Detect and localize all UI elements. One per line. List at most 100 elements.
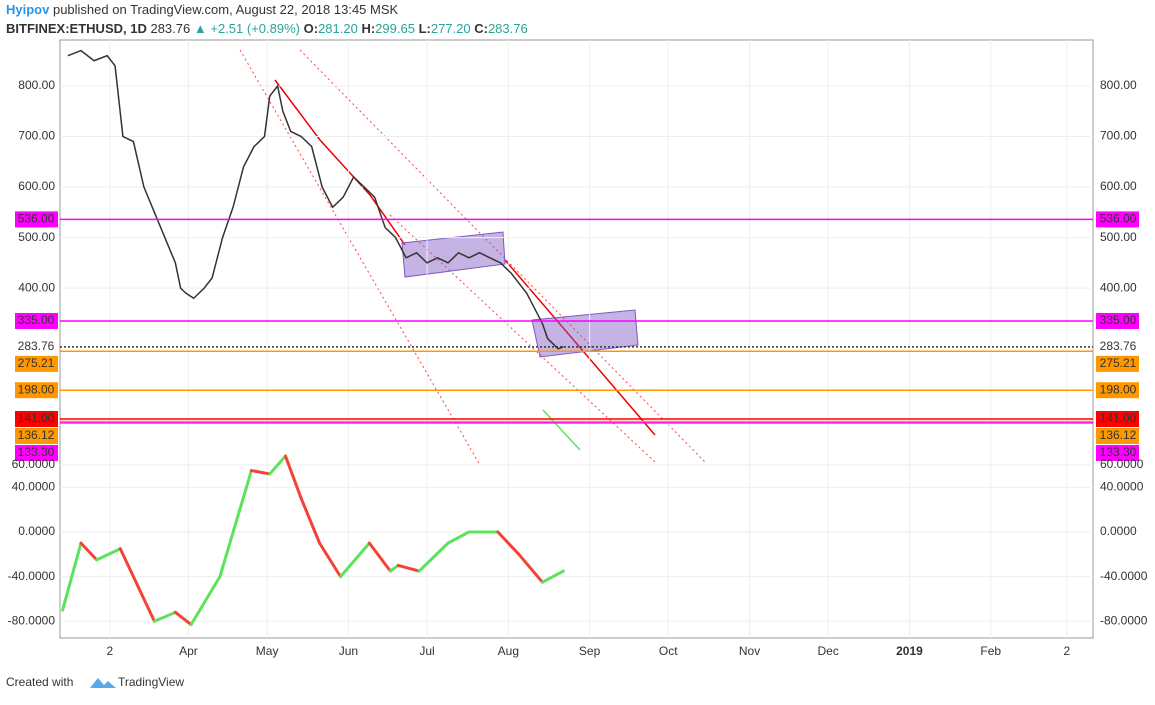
- level-label-box: [15, 382, 58, 399]
- y-tick-label: 40.0000: [12, 479, 56, 493]
- brand[interactable]: TradingView: [118, 675, 184, 689]
- y-tick-label: 0.0000: [1100, 524, 1137, 538]
- oscillator-segment: [283, 454, 303, 500]
- x-tick-label: May: [256, 644, 279, 658]
- level-label-box: [1096, 411, 1139, 428]
- level-label: 133.30: [18, 445, 55, 459]
- level-label-box: [1096, 312, 1139, 329]
- logo: [90, 678, 116, 688]
- c: 283.76: [488, 21, 528, 36]
- oscillator-segment: [268, 454, 287, 476]
- oscillator-segment: [496, 530, 521, 556]
- oscillator-segment: [95, 547, 122, 562]
- level-label-box: [1096, 355, 1139, 372]
- level-label-box: [15, 445, 58, 462]
- oscillator-segment: [388, 563, 400, 573]
- author[interactable]: Hyipov: [6, 2, 50, 17]
- level-label-box: [15, 355, 58, 372]
- level-label: 335.00: [18, 313, 55, 327]
- oscillator-segment: [218, 469, 253, 579]
- y-tick-label: 600.00: [1100, 179, 1137, 193]
- level-label-box: [15, 211, 58, 228]
- y-tick-label: -80.0000: [8, 613, 56, 627]
- level-label-box: [15, 428, 58, 445]
- oscillator-segment: [299, 496, 322, 545]
- y-tick-label: 700.00: [1100, 129, 1137, 143]
- level-label-box: [1096, 445, 1139, 462]
- h: 299.65: [375, 21, 415, 36]
- x-tick-label: Nov: [739, 644, 760, 658]
- oscillator-segment: [417, 541, 450, 573]
- trend-line: [299, 49, 706, 463]
- oscillator-segment: [367, 541, 392, 573]
- y-tick-label: -40.0000: [1100, 569, 1148, 583]
- y-tick-label: 60.0000: [12, 457, 56, 471]
- y-tick-label: -80.0000: [1100, 613, 1148, 627]
- y-tick-label: 40.0000: [1100, 479, 1144, 493]
- last: 283.76: [150, 21, 190, 36]
- published: published on TradingView.com, August 22,…: [53, 2, 399, 17]
- level-label: 275.21: [1100, 356, 1137, 370]
- level-label: 141.00: [1100, 411, 1137, 425]
- level-label: 283.76: [1100, 339, 1137, 353]
- oscillator-segment: [79, 541, 99, 562]
- price-line: [67, 49, 564, 350]
- level-label-box: [1096, 338, 1139, 355]
- x-tick-label: Dec: [818, 644, 839, 658]
- oscillator-segment: [318, 541, 343, 579]
- x-tick-label: Jun: [339, 644, 358, 658]
- l: 277.20: [431, 21, 471, 36]
- y-tick-label: 500.00: [18, 230, 55, 244]
- o-label: O:: [304, 21, 318, 36]
- oscillator-segment: [396, 563, 421, 573]
- h-label: H:: [361, 21, 375, 36]
- y-tick-label: 400.00: [1100, 280, 1137, 294]
- oscillator-segment: [517, 552, 544, 584]
- oscillator-segment: [173, 610, 193, 627]
- level-label: 335.00: [1100, 313, 1137, 327]
- y-tick-label: 500.00: [1100, 230, 1137, 244]
- header-line-2: BITFINEX:ETHUSD, 1D 283.76 ▲ +2.51 (+0.8…: [6, 21, 528, 36]
- x-tick-label: 2: [1063, 644, 1070, 658]
- level-label-box: [1096, 382, 1139, 399]
- change: +2.51 (+0.89%): [210, 21, 300, 36]
- y-tick-label: 400.00: [18, 280, 55, 294]
- plot-frame: [59, 39, 1094, 639]
- level-label: 198.00: [1100, 382, 1137, 396]
- level-label: 275.21: [18, 356, 55, 370]
- oscillator-segment: [61, 541, 83, 612]
- y-tick-label: 60.0000: [1100, 457, 1144, 471]
- symbol: BITFINEX:ETHUSD, 1D: [6, 21, 147, 36]
- oscillator-segment: [249, 469, 272, 476]
- level-label: 136.12: [18, 428, 55, 442]
- oscillator-segment: [189, 575, 222, 627]
- y-tick-label: -40.0000: [8, 569, 56, 583]
- x-tick-label: Oct: [659, 644, 678, 658]
- level-label: 198.00: [18, 382, 55, 396]
- oscillator-segment: [152, 610, 177, 623]
- y-tick-label: 700.00: [18, 129, 55, 143]
- oscillator-segment: [446, 530, 471, 545]
- o: 281.20: [318, 21, 358, 36]
- level-label-box: [15, 312, 58, 329]
- y-tick-label: 800.00: [18, 78, 55, 92]
- footer: Created with TradingView: [6, 675, 184, 689]
- oscillator-segment: [540, 569, 565, 584]
- x-tick-label: Jul: [419, 644, 434, 658]
- x-tick-label: 2019: [896, 644, 923, 658]
- y-tick-label: 600.00: [18, 179, 55, 193]
- drawings: [239, 49, 706, 466]
- created-with: Created with: [6, 675, 73, 689]
- level-label: 133.30: [1100, 445, 1137, 459]
- level-label: 283.76: [18, 339, 55, 353]
- x-tick-label: Feb: [980, 644, 1001, 658]
- c-label: C:: [474, 21, 488, 36]
- level-label: 536.00: [18, 212, 55, 226]
- y-tick-label: 800.00: [1100, 78, 1137, 92]
- level-label-box: [15, 338, 58, 355]
- level-label-box: [1096, 428, 1139, 445]
- channel-box: [531, 309, 639, 358]
- arrow-line: [542, 409, 581, 451]
- channel-box: [401, 231, 506, 278]
